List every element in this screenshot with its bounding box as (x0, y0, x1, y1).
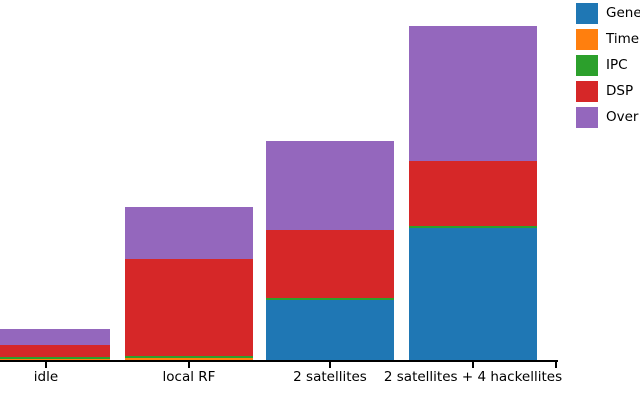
bar-segment-ipc (125, 356, 253, 358)
bar-segment-ipc (0, 357, 110, 359)
bar-segment-ipc (409, 226, 537, 228)
legend-row: Over (576, 107, 640, 128)
legend-row: Time (576, 29, 640, 50)
x-tick (188, 361, 190, 368)
legend-label: Time (606, 31, 640, 47)
legend-label: Over (606, 109, 639, 125)
legend-row: IPC (576, 55, 640, 76)
x-tick-label: idle (33, 369, 59, 385)
x-axis-line (0, 360, 558, 362)
legend-swatch-icon (576, 3, 598, 24)
bar-segment-dsp (125, 259, 253, 356)
bar-segment-gene (409, 228, 537, 361)
legend-swatch-icon (576, 55, 598, 76)
bar-segment-over (0, 329, 110, 345)
x-axis-end-tick (555, 361, 557, 368)
legend-swatch-icon (576, 107, 598, 128)
bar-segment-over (266, 141, 394, 230)
x-tick (45, 361, 47, 368)
bar-segment-time (125, 358, 253, 361)
bar-segment-gene (266, 300, 394, 361)
bar-segment-dsp (0, 345, 110, 357)
legend-swatch-icon (576, 81, 598, 102)
legend-swatch-icon (576, 29, 598, 50)
x-tick-label: 2 satellites + 4 hackellites (383, 369, 563, 385)
legend-label: IPC (606, 57, 628, 73)
bar-segment-dsp (409, 161, 537, 226)
legend-row: Gene (576, 3, 640, 24)
bar-segment-ipc (266, 298, 394, 300)
x-tick (329, 361, 331, 368)
legend-label: Gene (606, 5, 640, 21)
legend-label: DSP (606, 83, 634, 99)
bar-segment-dsp (266, 230, 394, 298)
legend-row: DSP (576, 81, 640, 102)
bar-segment-over (409, 26, 537, 161)
x-tick-label: 2 satellites (293, 369, 367, 385)
x-tick-label: local RF (162, 369, 216, 385)
x-tick (472, 361, 474, 368)
bar-segment-over (125, 207, 253, 259)
